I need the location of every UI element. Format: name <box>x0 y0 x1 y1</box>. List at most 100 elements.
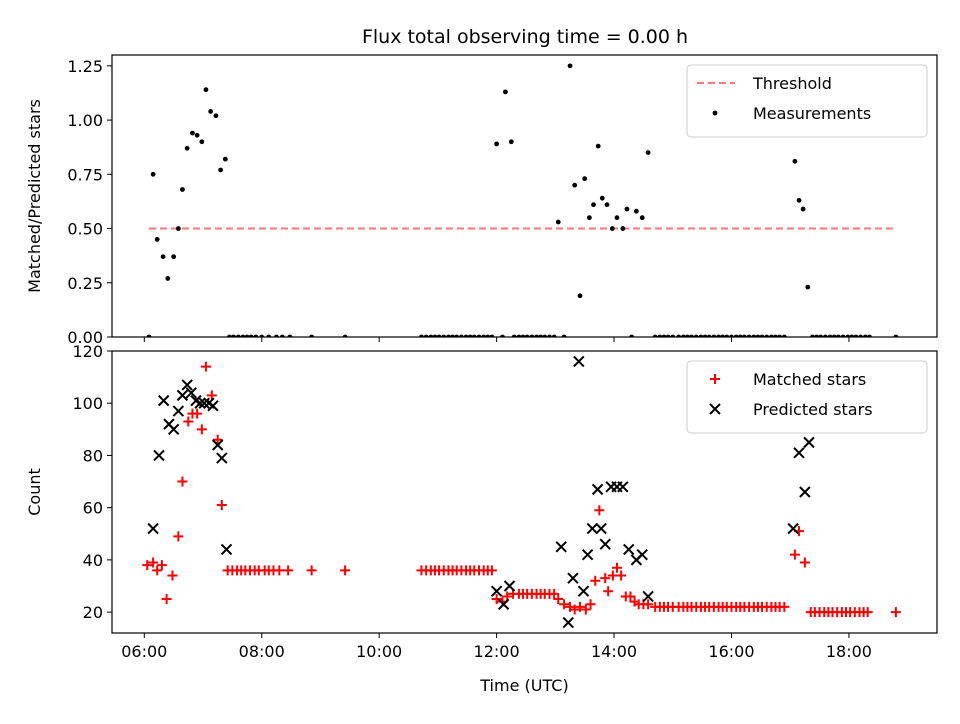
predicted-stars-point <box>181 379 193 391</box>
matched-stars-point <box>173 531 184 542</box>
measurements-point <box>175 226 181 231</box>
matched-stars-point <box>142 560 153 571</box>
matched-stars-point <box>340 565 351 576</box>
measurements-point <box>591 202 596 208</box>
bottom-x-tick-label: 10:00 <box>356 642 402 661</box>
predicted-stars-point <box>490 585 503 597</box>
predicted-stars-point <box>586 522 599 535</box>
top-y-tick-label: 0.50 <box>67 220 103 239</box>
bottom-panel: 20 40 60 80 100 120 06:00 08:00 10:00 12:00 14:00 1… <box>25 342 938 695</box>
bottom-x-tick-label: 06:00 <box>121 642 167 661</box>
predicted-stars-point <box>211 439 224 451</box>
matched-stars-point <box>206 390 217 401</box>
legend-matched-stars-swatch <box>710 374 720 384</box>
bottom-x-tick-label: 14:00 <box>591 642 637 661</box>
bottom-y-tick-label: 40 <box>83 551 103 570</box>
predicted-stars-point <box>172 405 185 417</box>
matched-stars-point <box>306 565 317 576</box>
predicted-stars-point <box>599 538 611 550</box>
top-y-axis-label: Matched/Predicted stars <box>25 99 44 293</box>
bottom-legend-box <box>686 360 928 434</box>
bottom-y-tick-label: 80 <box>83 446 103 465</box>
matched-stars-point <box>283 565 294 576</box>
top-plot-area <box>146 63 899 337</box>
chart-title: Flux total observing time = 0.00 h <box>362 26 688 48</box>
predicted-stars-point <box>567 572 579 584</box>
top-legend-box <box>686 64 928 138</box>
measurements-point <box>614 215 620 221</box>
matched-stars-point <box>862 607 873 618</box>
matched-stars-point <box>200 361 211 372</box>
predicted-stars-point <box>194 397 206 409</box>
measurements-point <box>604 202 610 208</box>
top-panel: 0.00 0.25 0.50 0.75 1.00 1.25 Matched/Predicte… <box>25 54 938 347</box>
predicted-stars-point <box>497 598 510 610</box>
bottom-x-tick-label: 18:00 <box>826 642 872 661</box>
legend-label: Matched stars <box>753 370 866 389</box>
predicted-stars-point <box>198 397 210 409</box>
predicted-stars-point <box>147 522 159 535</box>
predicted-stars-point <box>176 389 189 402</box>
matched-stars-point <box>274 565 285 576</box>
predicted-stars-point <box>642 590 654 603</box>
predicted-stars-point <box>595 522 607 535</box>
x-axis-label: Time (UTC) <box>479 676 568 695</box>
predicted-stars-point <box>577 585 590 597</box>
measurements-point <box>494 141 500 147</box>
measurements-point <box>586 215 592 221</box>
predicted-stars-point <box>185 387 197 399</box>
matched-stars-point <box>890 607 901 618</box>
matched-stars-point <box>603 586 614 597</box>
predicted-stars-point <box>157 394 170 407</box>
predicted-stars-point <box>220 543 233 556</box>
measurements-point <box>800 206 806 212</box>
measurements-point <box>180 187 185 192</box>
measurements-point <box>572 182 578 188</box>
measurements-point <box>154 236 160 242</box>
matched-stars-point <box>590 575 601 586</box>
matched-stars-point <box>216 500 227 511</box>
predicted-stars-point <box>623 543 635 556</box>
top-y-tick-label: 0.00 <box>67 328 103 347</box>
matched-stars-point <box>156 560 167 571</box>
matched-stars-point <box>600 573 611 584</box>
legend-label: Measurements <box>753 104 871 123</box>
predicted-stars-point <box>581 548 594 561</box>
matched-stars-point <box>559 599 570 610</box>
top-y-tick-label: 1.00 <box>67 111 103 130</box>
measurements-point <box>577 293 583 299</box>
measurements-point <box>567 63 573 69</box>
bottom-legend: Matched stars Predicted stars <box>686 360 928 434</box>
measurements-point <box>624 206 630 212</box>
top-y-tick-label: 0.25 <box>67 274 103 293</box>
matched-stars-point <box>553 594 564 605</box>
predicted-stars-point <box>503 580 516 592</box>
bottom-plot-area <box>142 355 901 629</box>
legend-measurements-swatch <box>712 110 718 116</box>
measurements-point <box>165 276 171 281</box>
predicted-stars-point <box>636 548 648 561</box>
measurements-point <box>792 158 798 164</box>
top-y-tick-label: 1.25 <box>67 57 103 76</box>
measurements-point <box>796 197 802 203</box>
matched-stars-point <box>192 408 203 419</box>
top-frame <box>111 54 938 338</box>
matched-stars-point <box>616 570 627 581</box>
measurements-point <box>213 113 219 119</box>
predicted-stars-point <box>573 355 585 368</box>
bottom-y-tick-label: 120 <box>72 342 103 361</box>
measurements-point <box>620 226 626 231</box>
legend-label: Threshold <box>752 74 832 93</box>
measurements-point <box>208 109 214 114</box>
matched-stars-point <box>177 476 188 487</box>
matched-stars-point <box>643 599 654 610</box>
matched-stars-point <box>625 591 636 602</box>
matched-stars-point <box>569 604 580 615</box>
measurements-point <box>639 215 645 221</box>
bottom-x-tick-label: 12:00 <box>474 642 520 661</box>
measurements-point <box>160 254 166 260</box>
predicted-stars-point <box>216 452 228 464</box>
top-legend: Threshold Measurements <box>686 64 928 138</box>
matched-stars-point <box>574 601 585 612</box>
